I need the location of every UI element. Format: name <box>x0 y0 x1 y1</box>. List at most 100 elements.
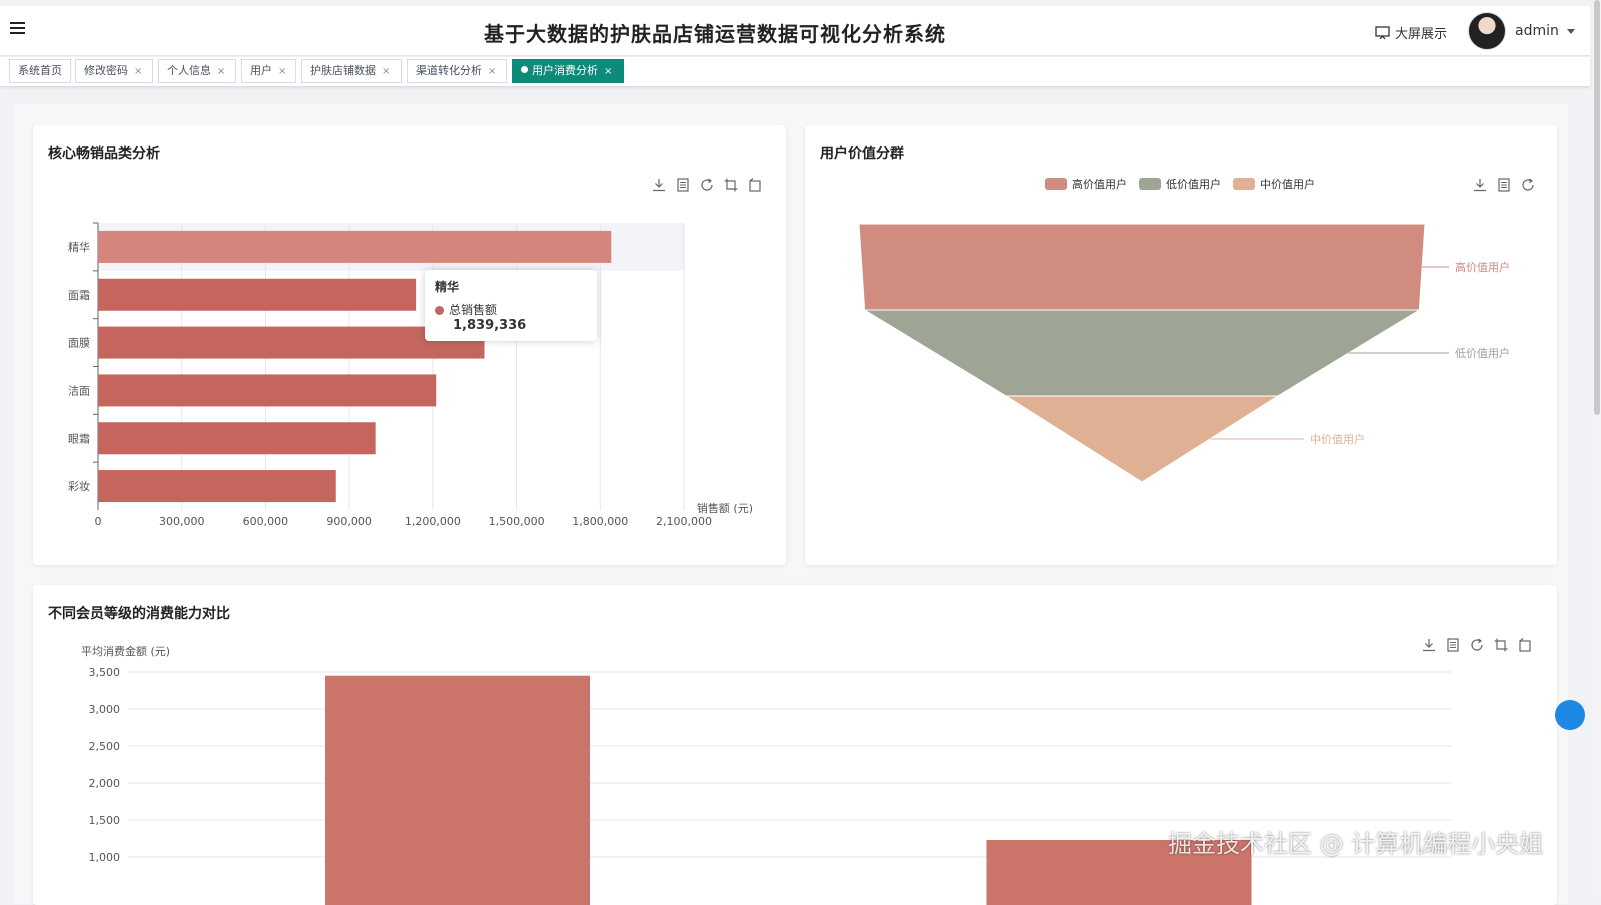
tab-item[interactable]: 系统首页 <box>9 59 71 83</box>
y-tick-label: 2,000 <box>89 777 121 790</box>
x-tick-label: 1,200,000 <box>405 515 461 528</box>
legend-item[interactable]: 中价值用户 <box>1233 176 1315 192</box>
funnel-segment[interactable] <box>862 309 1422 397</box>
tab-label: 用户 <box>250 64 272 77</box>
system-title: 基于大数据的护肤品店铺运营数据可视化分析系统 <box>484 22 946 46</box>
download-icon[interactable] <box>1421 637 1437 653</box>
x-axis-title: 销售额 (元) <box>697 501 753 515</box>
data-view-icon[interactable] <box>675 177 691 193</box>
download-icon[interactable] <box>1472 177 1488 193</box>
chart-title: 核心畅销品类分析 <box>48 146 160 162</box>
x-tick-label: 2,100,000 <box>656 515 712 528</box>
legend-label: 高价值用户 <box>1072 178 1127 191</box>
tooltip-value: 1,839,336 <box>453 318 527 333</box>
tab-close-icon[interactable]: × <box>134 66 143 77</box>
y-tick-label: 洁面 <box>68 384 90 397</box>
legend-swatch <box>1233 178 1255 190</box>
download-icon[interactable] <box>651 177 667 193</box>
tab-item[interactable]: 个人信息 × <box>158 59 236 83</box>
data-view-icon[interactable] <box>1496 177 1512 193</box>
tab-close-icon[interactable]: × <box>488 66 497 77</box>
card-member-level-spending: 不同会员等级的消费能力对比 平均消费金额 (元) 3,500 3,000 2,500 2… <box>33 585 1557 905</box>
bar[interactable] <box>98 374 437 407</box>
chart-title: 用户价值分群 <box>820 146 904 162</box>
tab-bar: 系统首页 修改密码 × 个人信息 × 用户 × 护肤店铺数据 × 渠道转化分析 × 用户消费分析 × <box>0 57 1590 87</box>
tab-close-icon[interactable]: × <box>217 66 226 77</box>
bar-chart-member-level[interactable]: 平均消费金额 (元) 3,500 3,000 2,500 2,000 1,500 1,000 <box>33 585 1557 905</box>
chart-toolbox <box>651 177 763 193</box>
tab-item[interactable]: 修改密码 × <box>75 59 153 83</box>
chart-legend: 高价值用户 低价值用户 中价值用户 <box>1045 176 1315 192</box>
monitor-icon <box>1375 25 1390 39</box>
caret-down-icon <box>1566 28 1575 34</box>
y-tick-label: 面霜 <box>68 289 90 302</box>
hamburger-menu-icon[interactable] <box>10 22 25 36</box>
funnel-label: 中价值用户 <box>1310 432 1365 446</box>
legend-swatch <box>1045 178 1067 190</box>
user-name: admin <box>1515 23 1559 39</box>
bigscreen-label: 大屏展示 <box>1395 27 1448 42</box>
bar[interactable] <box>325 675 590 905</box>
bar[interactable] <box>98 422 376 455</box>
refresh-icon[interactable] <box>699 177 715 193</box>
top-bar: 基于大数据的护肤品店铺运营数据可视化分析系统 大屏展示 admin <box>0 6 1590 56</box>
watermark: 掘金技术社区 @ 计算机编程小央姐 <box>1168 830 1544 858</box>
card-user-value-segmentation: 用户价值分群 高价值用户 低价值用户 中价值用户 高价值用户 低价值用户 中价值用户 <box>805 125 1557 565</box>
y-tick-label: 1,500 <box>89 814 121 827</box>
y-tick-label: 眼霜 <box>68 432 90 445</box>
x-tick-label: 600,000 <box>243 515 289 528</box>
tooltip-series: 总销售额 <box>449 303 498 317</box>
bigscreen-button[interactable]: 大屏展示 <box>1375 23 1447 42</box>
user-menu[interactable]: admin <box>1515 23 1575 39</box>
bar[interactable] <box>98 278 417 311</box>
refresh-icon[interactable] <box>1469 637 1485 653</box>
x-tick-label: 0 <box>95 515 102 528</box>
tab-label: 系统首页 <box>18 64 62 77</box>
data-view-icon[interactable] <box>1445 637 1461 653</box>
restore-icon[interactable] <box>747 177 763 193</box>
y-tick-label: 精华 <box>68 240 90 254</box>
side-drawer-toggle[interactable] <box>1555 700 1585 730</box>
y-tick-label: 3,000 <box>89 703 121 716</box>
tab-close-icon[interactable]: × <box>604 66 613 77</box>
refresh-icon[interactable] <box>1520 177 1536 193</box>
tab-close-icon[interactable]: × <box>382 66 391 77</box>
tab-close-icon[interactable]: × <box>278 66 287 77</box>
page-scrollbar[interactable] <box>1592 0 1601 896</box>
chart-toolbox <box>1421 637 1533 653</box>
legend-item[interactable]: 低价值用户 <box>1139 176 1221 192</box>
tooltip-marker <box>435 306 444 315</box>
chart-toolbox <box>1472 177 1536 193</box>
tab-label: 用户消费分析 <box>532 64 598 77</box>
y-tick-label: 彩妆 <box>68 480 90 493</box>
crop-icon[interactable] <box>1493 637 1509 653</box>
tab-item[interactable]: 用户 × <box>241 59 296 83</box>
x-tick-label: 900,000 <box>326 515 372 528</box>
x-tick-label: 1,800,000 <box>572 515 628 528</box>
tab-label: 护肤店铺数据 <box>310 64 376 77</box>
y-tick-label: 面膜 <box>68 337 90 350</box>
legend-label: 中价值用户 <box>1260 178 1315 191</box>
tooltip-title: 精华 <box>435 280 460 294</box>
bar[interactable] <box>986 839 1252 905</box>
tab-label: 渠道转化分析 <box>416 64 482 77</box>
legend-item[interactable]: 高价值用户 <box>1045 176 1127 192</box>
funnel-segment[interactable] <box>1004 395 1280 483</box>
tab-item[interactable]: 护肤店铺数据 × <box>301 59 402 83</box>
bar[interactable] <box>98 326 485 359</box>
scrollbar-thumb[interactable] <box>1594 0 1600 415</box>
bar-chart-category-sales[interactable]: 0 300,000 600,000 900,000 1,200,000 1,500,000… <box>33 125 786 565</box>
tab-item[interactable]: 用户消费分析 × <box>512 59 624 83</box>
restore-icon[interactable] <box>1517 637 1533 653</box>
x-tick-label: 1,500,000 <box>489 515 545 528</box>
bar[interactable] <box>98 470 336 503</box>
funnel-segment[interactable] <box>858 223 1426 311</box>
avatar[interactable] <box>1468 12 1506 50</box>
bar[interactable] <box>98 230 612 263</box>
funnel-label: 高价值用户 <box>1455 260 1510 274</box>
tab-item[interactable]: 渠道转化分析 × <box>407 59 507 83</box>
legend-label: 低价值用户 <box>1166 178 1221 191</box>
x-tick-label: 300,000 <box>159 515 205 528</box>
crop-icon[interactable] <box>723 177 739 193</box>
